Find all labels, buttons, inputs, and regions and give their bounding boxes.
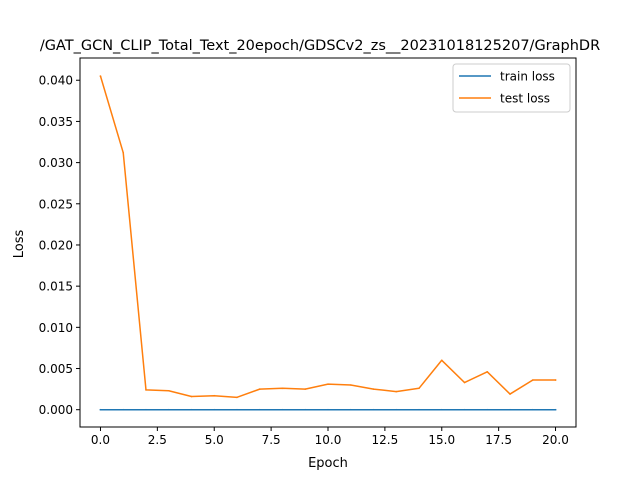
- data-point: [99, 408, 102, 411]
- x-tick-label: 0.0: [91, 433, 110, 447]
- data-point: [122, 151, 125, 154]
- x-tick-label: 15.0: [428, 433, 455, 447]
- data-point: [395, 408, 398, 411]
- data-point: [281, 387, 284, 390]
- legend-label: test loss: [500, 92, 550, 106]
- data-point: [463, 408, 466, 411]
- data-point: [190, 408, 193, 411]
- data-point: [258, 388, 261, 390]
- data-point: [213, 394, 216, 397]
- data-point: [509, 408, 511, 411]
- data-point: [167, 408, 170, 411]
- data-point: [486, 371, 489, 373]
- data-point: [349, 384, 352, 386]
- x-tick-label: 17.5: [485, 433, 512, 447]
- data-point: [327, 408, 329, 411]
- data-point: [509, 393, 511, 395]
- data-point: [418, 408, 420, 411]
- y-tick-label: 0.020: [39, 238, 73, 252]
- y-tick-label: 0.035: [39, 115, 73, 129]
- data-point: [258, 408, 261, 411]
- data-point: [440, 408, 443, 411]
- series-layer: [99, 75, 557, 411]
- data-point: [167, 389, 170, 392]
- data-point: [531, 408, 534, 411]
- data-point: [486, 408, 489, 411]
- y-tick-label: 0.010: [39, 321, 73, 335]
- legend: train loss test loss: [452, 63, 571, 113]
- legend-label: train loss: [500, 70, 555, 84]
- data-point: [213, 408, 216, 411]
- y-tick-label: 0.040: [39, 74, 73, 88]
- legend-items: train loss test loss: [459, 70, 555, 106]
- data-point: [531, 379, 534, 381]
- x-tick-label: 12.5: [372, 433, 399, 447]
- data-point: [145, 389, 147, 391]
- y-tick-label: 0.030: [39, 156, 73, 170]
- data-point: [304, 408, 307, 411]
- y-tick-label: 0.015: [39, 280, 73, 294]
- x-axis-ticks: 0.0 2.5 5.0 7.5 10.0 12.5 15.0 17.5 20.0: [91, 427, 569, 447]
- x-tick-label: 20.0: [542, 433, 569, 447]
- data-point: [190, 395, 193, 398]
- y-axis-label: Loss: [12, 230, 27, 259]
- series-line-test-loss: [99, 75, 557, 399]
- data-point: [304, 388, 307, 390]
- data-point: [236, 408, 238, 411]
- x-tick-label: 7.5: [262, 433, 281, 447]
- data-point: [281, 408, 284, 411]
- plot-area: [79, 57, 577, 428]
- x-tick-label: 10.0: [315, 433, 342, 447]
- data-point: [372, 388, 375, 390]
- y-tick-label: 0.005: [39, 362, 73, 376]
- plot-frame: [79, 57, 577, 428]
- chart-title: /GAT_GCN_CLIP_Total_Text_20epoch/GDSCv2_…: [40, 38, 600, 54]
- data-point: [440, 359, 443, 362]
- x-axis-label: Epoch: [308, 456, 348, 471]
- data-point: [99, 75, 102, 77]
- data-point: [463, 381, 466, 384]
- x-tick-label: 2.5: [148, 433, 167, 447]
- x-tick-label: 5.0: [205, 433, 224, 447]
- data-point: [554, 379, 557, 381]
- data-point: [349, 408, 352, 411]
- data-point: [236, 396, 238, 399]
- data-point: [554, 408, 557, 411]
- data-point: [122, 408, 125, 411]
- y-tick-label: 0.025: [39, 197, 73, 211]
- data-point: [145, 408, 147, 411]
- data-point: [372, 408, 375, 411]
- y-tick-label: 0.000: [39, 403, 73, 417]
- y-axis-ticks: 0.000 0.005 0.010 0.015 0.020 0.025 0.030 0.035…: [39, 74, 80, 417]
- data-point: [327, 383, 329, 385]
- data-point: [395, 390, 398, 393]
- data-point: [418, 387, 420, 390]
